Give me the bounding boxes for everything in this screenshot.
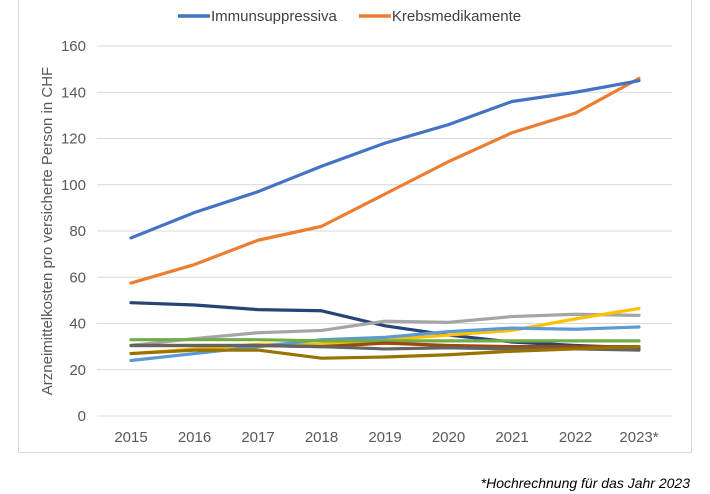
- footnote: *Hochrechnung für das Jahr 2023: [480, 475, 690, 491]
- x-tick-label: 2021: [495, 429, 528, 446]
- series-line-series-6: [129, 338, 641, 343]
- y-tick-label: 100: [61, 177, 86, 194]
- x-tick-label: 2017: [241, 429, 274, 446]
- y-tick-label: 80: [69, 223, 86, 240]
- y-tick-label: 20: [69, 362, 86, 379]
- y-tick-label: 120: [61, 131, 86, 148]
- y-tick-label: 160: [61, 38, 86, 55]
- x-tick-label: 2020: [432, 429, 465, 446]
- chart-frame: [18, 0, 692, 453]
- series-line-series-3: [129, 312, 641, 348]
- x-tick-label: 2016: [178, 429, 211, 446]
- y-tick-label: 60: [69, 269, 86, 286]
- series-line-series-9: [129, 345, 641, 360]
- x-tick-label: 2015: [114, 429, 147, 446]
- series-line-immunsuppressiva: [129, 79, 641, 240]
- series-line-krebsmedikamente: [129, 76, 641, 285]
- x-tick-label: 2019: [368, 429, 401, 446]
- y-tick-label: 140: [61, 84, 86, 101]
- x-tick-label: 2023*: [619, 429, 658, 446]
- y-axis-title: Arzneimittelkosten pro versicherte Perso…: [39, 67, 56, 395]
- y-tick-label: 0: [78, 408, 86, 425]
- x-tick-label: 2018: [305, 429, 338, 446]
- legend-label: Immunsuppressiva: [211, 8, 338, 25]
- y-tick-label: 40: [69, 316, 86, 333]
- series-line-series-2: [129, 301, 641, 350]
- x-tick-label: 2022: [559, 429, 592, 446]
- legend-label: Krebsmedikamente: [392, 8, 521, 25]
